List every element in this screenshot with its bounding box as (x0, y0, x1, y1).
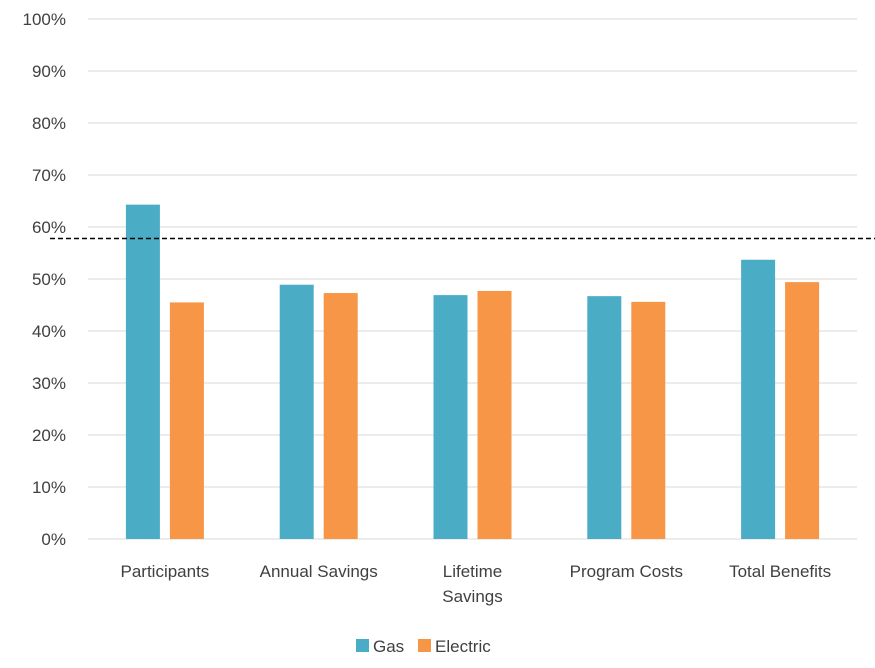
y-tick-label: 10% (32, 478, 66, 497)
bar-electric (477, 290, 512, 539)
gridlines (88, 18, 857, 540)
legend: Gas Electric (356, 637, 491, 656)
bar-gas (741, 259, 776, 539)
y-tick-label: 20% (32, 426, 66, 445)
legend-swatch (418, 639, 431, 652)
x-tick-label: Lifetime (443, 562, 503, 581)
bars (125, 204, 820, 539)
y-tick-label: 80% (32, 114, 66, 133)
x-tick-label: Program Costs (570, 562, 683, 581)
bar-gas (587, 296, 622, 539)
y-tick-label: 60% (32, 218, 66, 237)
y-tick-label: 100% (23, 10, 66, 29)
y-tick-label: 70% (32, 166, 66, 185)
x-tick-label: Savings (442, 587, 502, 606)
legend-swatch (356, 639, 369, 652)
y-tick-label: 50% (32, 270, 66, 289)
y-tick-label: 90% (32, 62, 66, 81)
bar-electric (169, 302, 204, 539)
y-axis-tick-labels: 0% 10% 20% 30% 40% 50% 60% 70% 80% 90% 100% (23, 10, 66, 549)
legend-item-gas: Gas (356, 637, 404, 656)
bar-gas (279, 284, 314, 539)
x-tick-label: Total Benefits (729, 562, 831, 581)
x-tick-label: Annual Savings (260, 562, 378, 581)
legend-item-electric: Electric (418, 637, 491, 656)
legend-label: Gas (373, 637, 404, 656)
y-tick-label: 30% (32, 374, 66, 393)
legend-label: Electric (435, 637, 491, 656)
bar-electric (785, 282, 820, 539)
y-tick-label: 40% (32, 322, 66, 341)
x-tick-label: Participants (120, 562, 209, 581)
bar-gas (433, 295, 468, 539)
y-tick-label: 0% (41, 530, 66, 549)
bar-gas (125, 204, 160, 539)
x-axis-tick-labels: Participants Annual Savings Lifetime Saving… (120, 562, 831, 606)
bar-electric (323, 293, 358, 539)
bar-electric (631, 301, 666, 539)
